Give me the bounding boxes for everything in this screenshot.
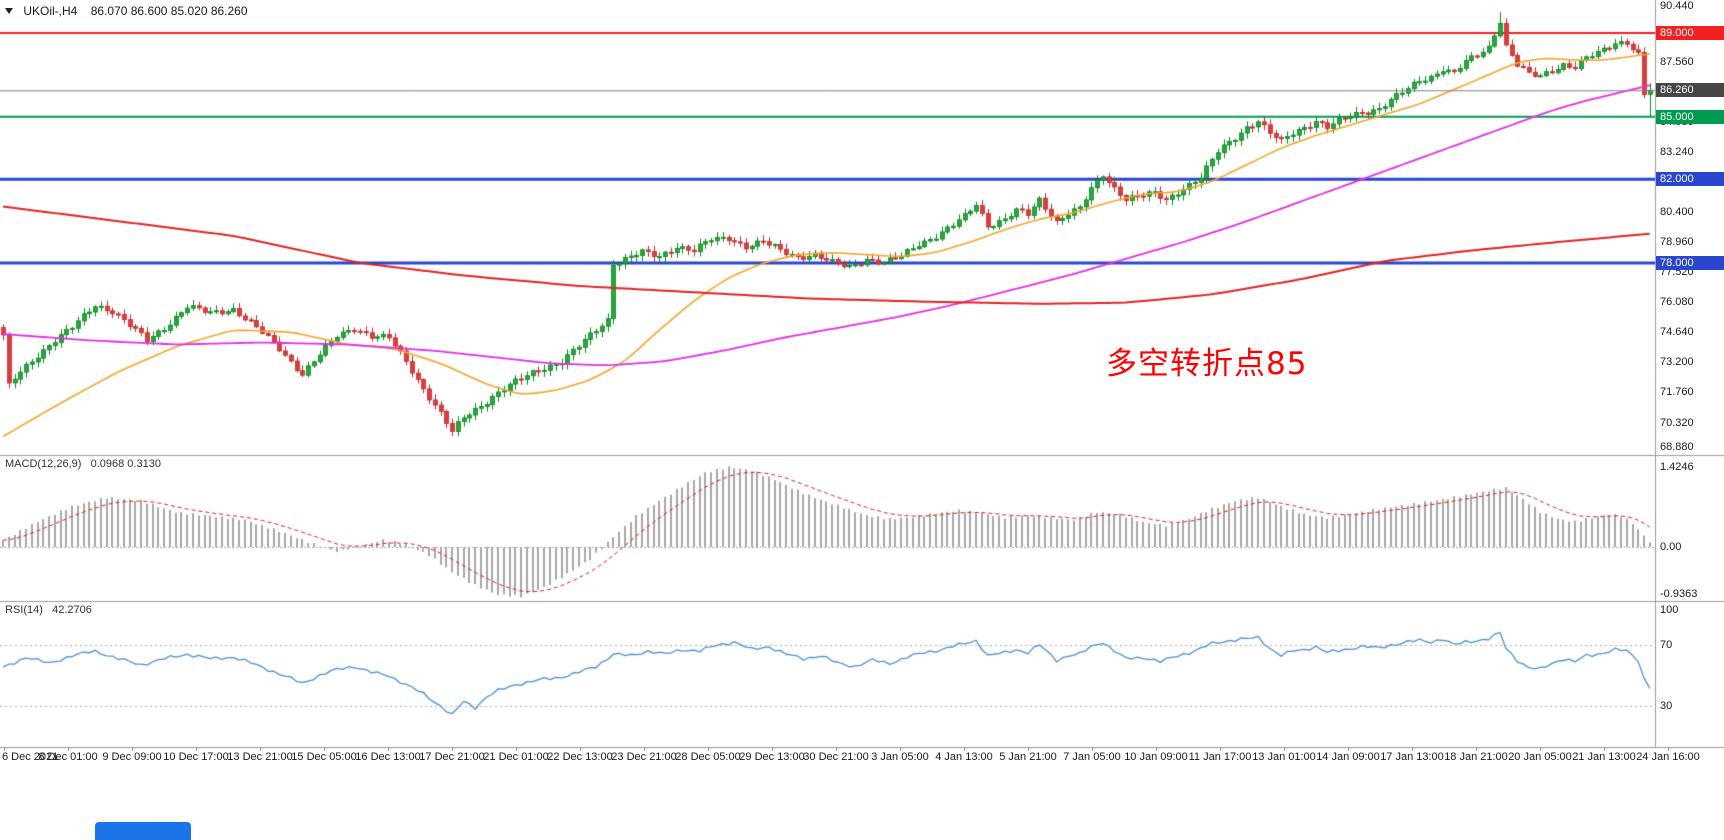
time-label: 28 Dec 05:00 <box>675 751 741 763</box>
rsi-axis-label: 100 <box>1660 604 1679 616</box>
symbol-period-label: UKOil-,H4 <box>23 3 78 18</box>
price-tick-label: 74.640 <box>1660 326 1694 339</box>
time-axis[interactable]: 6 Dec 2021 8 Dec 01:00 9 Dec 09:00 10 Dec 1… <box>0 747 1724 769</box>
time-label: 15 Dec 05:00 <box>291 751 357 763</box>
price-tick-label: 83.240 <box>1660 146 1694 159</box>
time-label: 24 Jan 16:00 <box>1636 751 1700 763</box>
time-label: 11 Jan 17:00 <box>1188 751 1252 763</box>
time-label: 23 Dec 21:00 <box>611 751 677 763</box>
time-label: 7 Jan 05:00 <box>1063 751 1121 763</box>
time-label: 22 Dec 13:00 <box>547 751 613 763</box>
price-level-badge: 85.000 <box>1656 109 1724 124</box>
time-label: 9 Dec 09:00 <box>102 751 162 763</box>
price-tick-label: 87.560 <box>1660 56 1694 69</box>
rsi-axis-label: 30 <box>1660 700 1673 712</box>
ohlc-readout: 86.070 86.600 85.020 86.260 <box>90 3 248 18</box>
rsi-indicator-label: RSI(14) 42.2706 <box>5 604 92 616</box>
price-tick-label: 71.760 <box>1660 386 1694 399</box>
time-label: 5 Jan 21:00 <box>999 751 1057 763</box>
taskbar-button-fragment[interactable] <box>95 822 191 840</box>
time-label: 29 Dec 13:00 <box>739 751 805 763</box>
time-label: 13 Jan 01:00 <box>1252 751 1316 763</box>
rsi-axis-label: 70 <box>1660 639 1673 651</box>
macd-axis-label: 0.00 <box>1660 541 1682 553</box>
macd-axis-label: 1.4246 <box>1660 460 1694 473</box>
time-label: 6 Dec 2021 <box>2 751 59 763</box>
time-label: 16 Dec 13:00 <box>355 751 421 763</box>
chart-header: UKOil-,H4 86.070 86.600 85.020 86.260 <box>5 3 248 18</box>
time-label: 17 Dec 21:00 <box>419 751 485 763</box>
rsi-value: 42.2706 <box>52 604 92 616</box>
price-tick-label: 78.960 <box>1660 235 1694 248</box>
price-level-badge: 89.000 <box>1656 26 1724 40</box>
macd-name: MACD(12,26,9) <box>5 458 82 470</box>
macd-indicator-label: MACD(12,26,9) 0.0968 0.3130 <box>5 458 161 470</box>
time-label: 4 Jan 13:00 <box>935 751 993 763</box>
price-tick-label: 90.440 <box>1660 0 1694 12</box>
time-label: 10 Dec 17:00 <box>163 751 229 763</box>
chart-menu-icon[interactable] <box>5 7 13 14</box>
time-label: 30 Dec 21:00 <box>803 751 869 763</box>
time-label: 20 Jan 05:00 <box>1508 751 1572 763</box>
time-label: 17 Jan 13:00 <box>1380 751 1444 763</box>
time-label: 14 Jan 09:00 <box>1316 751 1380 763</box>
price-tick-label: 76.080 <box>1660 296 1694 309</box>
price-tick-label: 70.320 <box>1660 416 1694 429</box>
time-label: 8 Dec 01:00 <box>38 751 98 763</box>
time-label: 10 Jan 09:00 <box>1124 751 1188 763</box>
time-label: 3 Jan 05:00 <box>871 751 929 763</box>
time-label: 21 Dec 01:00 <box>483 751 549 763</box>
rsi-name: RSI(14) <box>5 604 43 616</box>
current-price-badge: 86.260 <box>1656 83 1724 98</box>
time-label: 18 Jan 21:00 <box>1444 751 1508 763</box>
macd-axis-label: -0.9363 <box>1660 588 1698 600</box>
chart-annotation-text[interactable]: 多空转折点85 <box>1106 346 1308 382</box>
macd-values: 0.0968 0.3130 <box>90 458 161 470</box>
time-label: 13 Dec 21:00 <box>227 751 293 763</box>
price-level-badge: 78.000 <box>1656 255 1724 270</box>
price-axis[interactable]: 90.44087.56086.12084.68083.24081.84080.4… <box>1656 0 1724 747</box>
price-level-badge: 82.000 <box>1656 172 1724 187</box>
price-tick-label: 68.880 <box>1660 441 1694 453</box>
price-tick-label: 80.400 <box>1660 205 1694 218</box>
price-tick-label: 73.200 <box>1660 356 1694 369</box>
time-label: 21 Jan 13:00 <box>1572 751 1636 763</box>
